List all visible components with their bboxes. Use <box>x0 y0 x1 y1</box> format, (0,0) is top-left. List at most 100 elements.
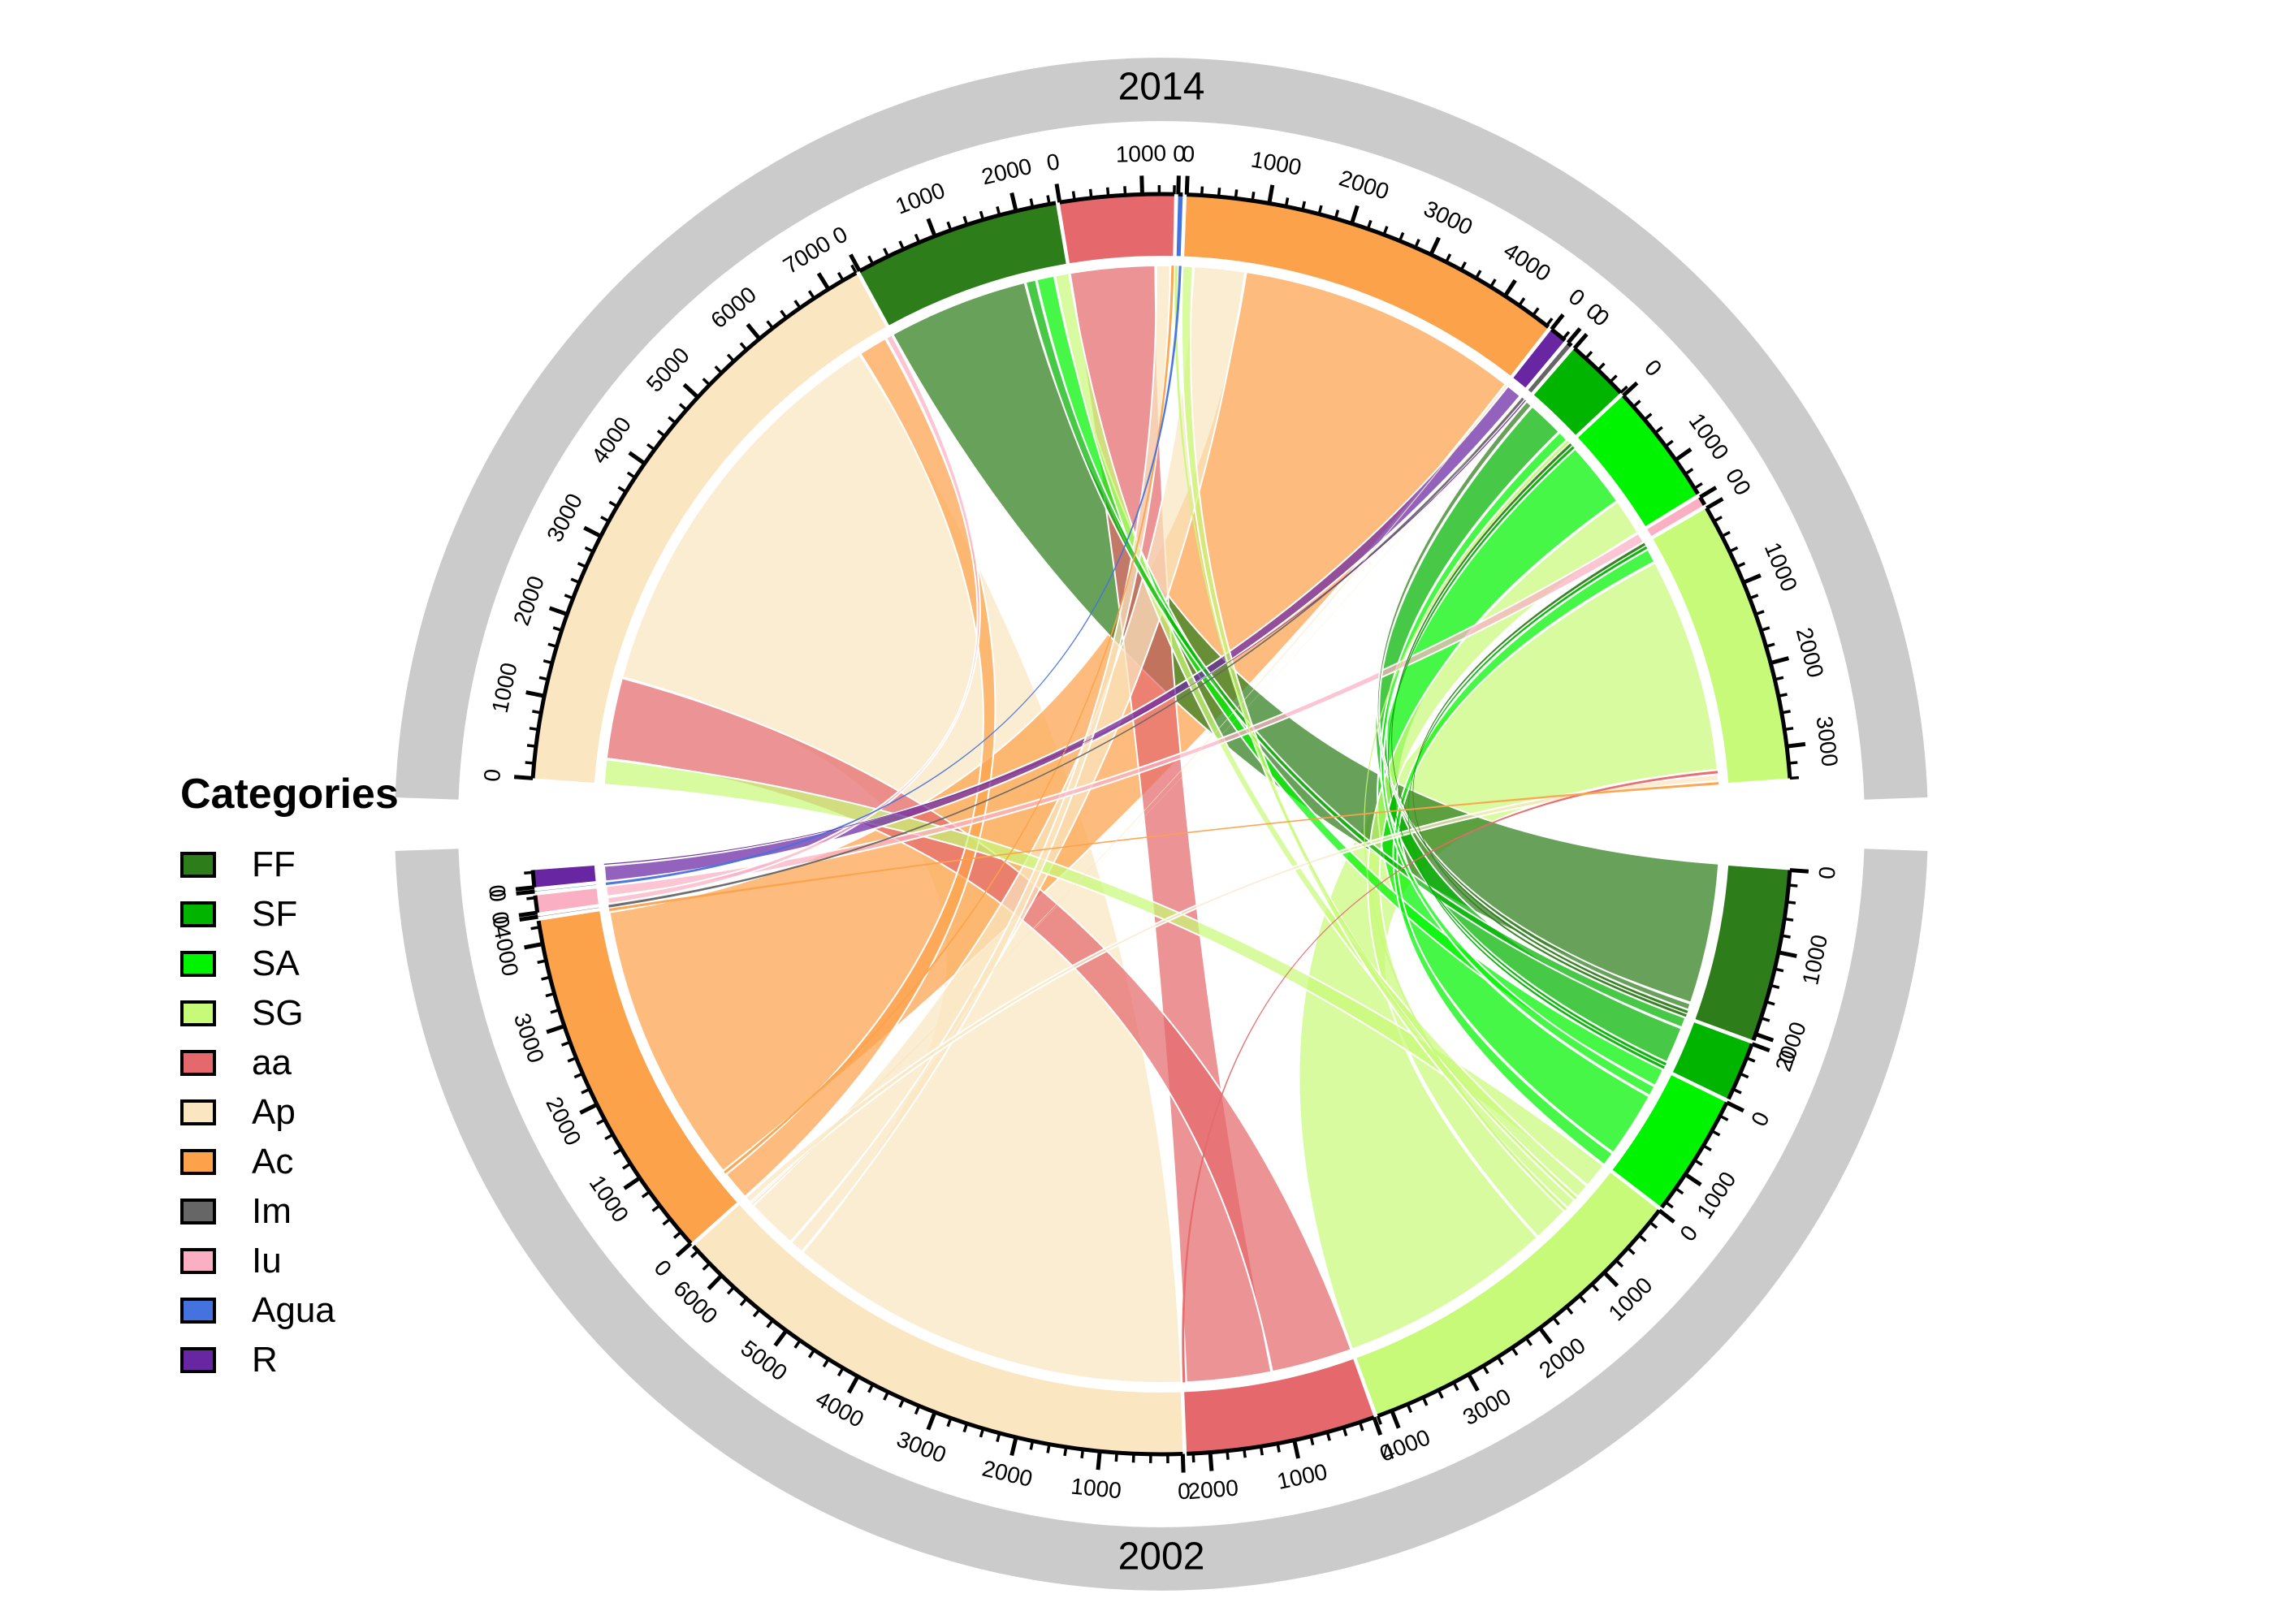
legend-item-Im: Im <box>180 1186 399 1236</box>
legend-swatch-SA <box>180 950 216 977</box>
tick <box>604 1133 614 1141</box>
tick <box>1675 1187 1684 1195</box>
legend-swatch-Ac <box>180 1148 216 1175</box>
tick <box>1123 186 1127 196</box>
tick <box>546 1024 565 1034</box>
legend-item-label: aa <box>252 1042 292 1082</box>
axis-2014-SA <box>1622 394 1700 495</box>
tick <box>1452 1381 1459 1392</box>
tick <box>547 642 557 648</box>
tick <box>530 926 540 931</box>
sector-2002-SF <box>1672 1022 1753 1099</box>
legend-item-Iu: Iu <box>180 1236 399 1285</box>
tick <box>1638 1233 1647 1242</box>
axis-ticks-2014-R: 0 <box>1550 283 1589 340</box>
tick <box>1749 594 1759 600</box>
tick <box>1382 226 1389 235</box>
sector-2014-aa <box>1059 193 1174 264</box>
tick <box>850 264 858 274</box>
tick <box>526 896 536 901</box>
sector-2002-Agua <box>534 884 597 892</box>
legend-item-label: R <box>252 1339 278 1380</box>
chord-Ac-to-Ac <box>608 270 1507 1173</box>
tick <box>537 959 547 965</box>
tick <box>766 1319 774 1328</box>
tick <box>1046 195 1051 205</box>
axis-2002-aa <box>1187 1415 1375 1456</box>
tick <box>596 1118 606 1125</box>
tick <box>1550 313 1565 331</box>
tick <box>524 942 543 950</box>
tick <box>1518 297 1526 307</box>
tick <box>780 309 788 319</box>
tick <box>545 991 556 998</box>
legend-item-Ac: Ac <box>180 1137 399 1186</box>
tick <box>1503 279 1517 297</box>
tick <box>849 253 862 272</box>
tick <box>1474 270 1482 279</box>
tick <box>1684 468 1694 476</box>
tick <box>1054 184 1062 203</box>
tick <box>1276 1443 1281 1453</box>
legend: Categories FF SF SA SG aa Ap Ac Im Iu Agua R <box>180 770 399 1384</box>
axis-2014-Ac <box>1187 192 1550 329</box>
legend-swatch-R <box>180 1346 216 1373</box>
legend-item-R: R <box>180 1335 399 1384</box>
sector-2014-Ac <box>1184 194 1549 376</box>
sector-2002-Im <box>538 907 599 918</box>
chord-Ap-to-Ac <box>752 266 1247 1243</box>
tick <box>1770 656 1790 665</box>
tick <box>1726 1100 1744 1113</box>
tick <box>1358 1421 1364 1432</box>
axis-ticks-2014-aa: 0 1000 <box>1044 140 1176 203</box>
tick <box>1372 1416 1383 1436</box>
tick <box>1226 1450 1230 1460</box>
axis-tick-label: 3000 <box>509 1010 549 1066</box>
sector-2014-Iu <box>1647 497 1705 537</box>
legend-item-SA: SA <box>180 939 399 988</box>
axis-tick-label: 0 <box>1814 866 1840 880</box>
axis-2002-Iu <box>533 895 540 914</box>
tick <box>600 516 610 523</box>
axis-2002-SG <box>1377 1209 1662 1419</box>
axis-tick-label: 2000 <box>979 153 1035 190</box>
axis-tick-label: 1000 <box>892 177 948 218</box>
tick <box>766 320 774 330</box>
tick <box>1096 1451 1102 1471</box>
tick <box>1713 516 1723 523</box>
tick <box>518 910 538 918</box>
year-label-bottom: 2002 <box>1118 1535 1205 1579</box>
axis-tick-label: 2000 <box>541 1093 586 1150</box>
tick <box>608 500 618 508</box>
tick <box>1292 1440 1300 1459</box>
tick <box>1609 374 1618 383</box>
legend-item-aa: aa <box>180 1038 399 1087</box>
tick <box>1267 184 1275 204</box>
tick <box>1649 1220 1658 1229</box>
tick <box>579 1103 599 1115</box>
tick <box>1627 1246 1636 1255</box>
tick <box>1674 447 1693 462</box>
tick <box>846 1375 860 1394</box>
tick <box>816 272 831 291</box>
tick <box>1786 901 1796 905</box>
tick <box>515 885 535 892</box>
tick <box>612 1147 623 1155</box>
tick <box>1702 1144 1712 1151</box>
tick <box>926 218 937 237</box>
chord-SA-to-SG <box>1392 548 1656 1166</box>
tick <box>560 1040 571 1047</box>
tick <box>550 1009 560 1014</box>
axis-2014-Ap <box>530 270 858 779</box>
tick <box>707 1274 724 1291</box>
tick <box>1597 362 1606 371</box>
tick <box>1496 1356 1504 1366</box>
tick <box>656 429 666 438</box>
tick <box>675 1242 693 1258</box>
tick <box>543 659 553 665</box>
axis-tick-label: 5000 <box>737 1335 793 1385</box>
legend-swatch-Ap <box>180 1099 216 1125</box>
tick <box>651 1204 661 1212</box>
tick <box>567 1056 577 1063</box>
